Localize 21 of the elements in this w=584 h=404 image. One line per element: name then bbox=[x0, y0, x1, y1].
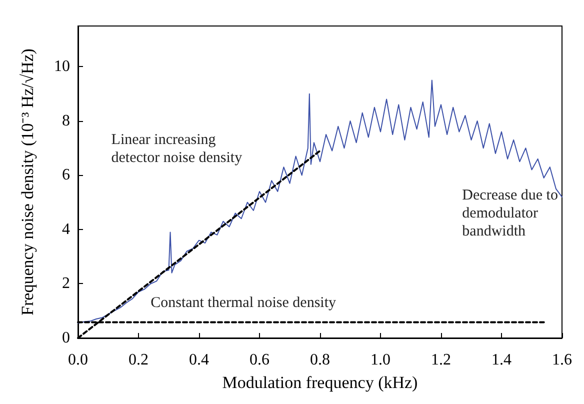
annotation: Decrease due to demodulator bandwidth bbox=[462, 187, 558, 240]
annotation: Linear increasing detector noise density bbox=[111, 132, 243, 166]
x-tick-label: 1.4 bbox=[492, 352, 512, 368]
y-tick-label: 6 bbox=[62, 166, 70, 184]
x-tick-label: 1.6 bbox=[552, 352, 572, 368]
y-tick-label: 10 bbox=[54, 58, 70, 76]
x-axis-title: Modulation frequency (kHz) bbox=[222, 373, 418, 392]
y-tick-label: 0 bbox=[62, 330, 70, 346]
x-tick-label: 0.4 bbox=[189, 352, 209, 368]
y-tick-label: 2 bbox=[62, 275, 70, 292]
x-tick-label: 0.0 bbox=[68, 352, 88, 368]
y-axis-title: Frequency noise density (10⁻³ Hz/√Hz) bbox=[18, 48, 37, 316]
x-tick-label: 1.2 bbox=[431, 352, 451, 368]
x-tick-label: 0.2 bbox=[128, 352, 148, 368]
x-tick-label: 0.6 bbox=[250, 352, 270, 368]
y-tick-label: 8 bbox=[62, 112, 70, 130]
x-tick-label: 1.0 bbox=[370, 352, 390, 368]
line-series bbox=[78, 80, 562, 324]
annotation: Constant thermal noise density bbox=[150, 295, 336, 312]
x-tick-label: 0.8 bbox=[310, 352, 330, 368]
y-tick-label: 4 bbox=[62, 220, 70, 238]
